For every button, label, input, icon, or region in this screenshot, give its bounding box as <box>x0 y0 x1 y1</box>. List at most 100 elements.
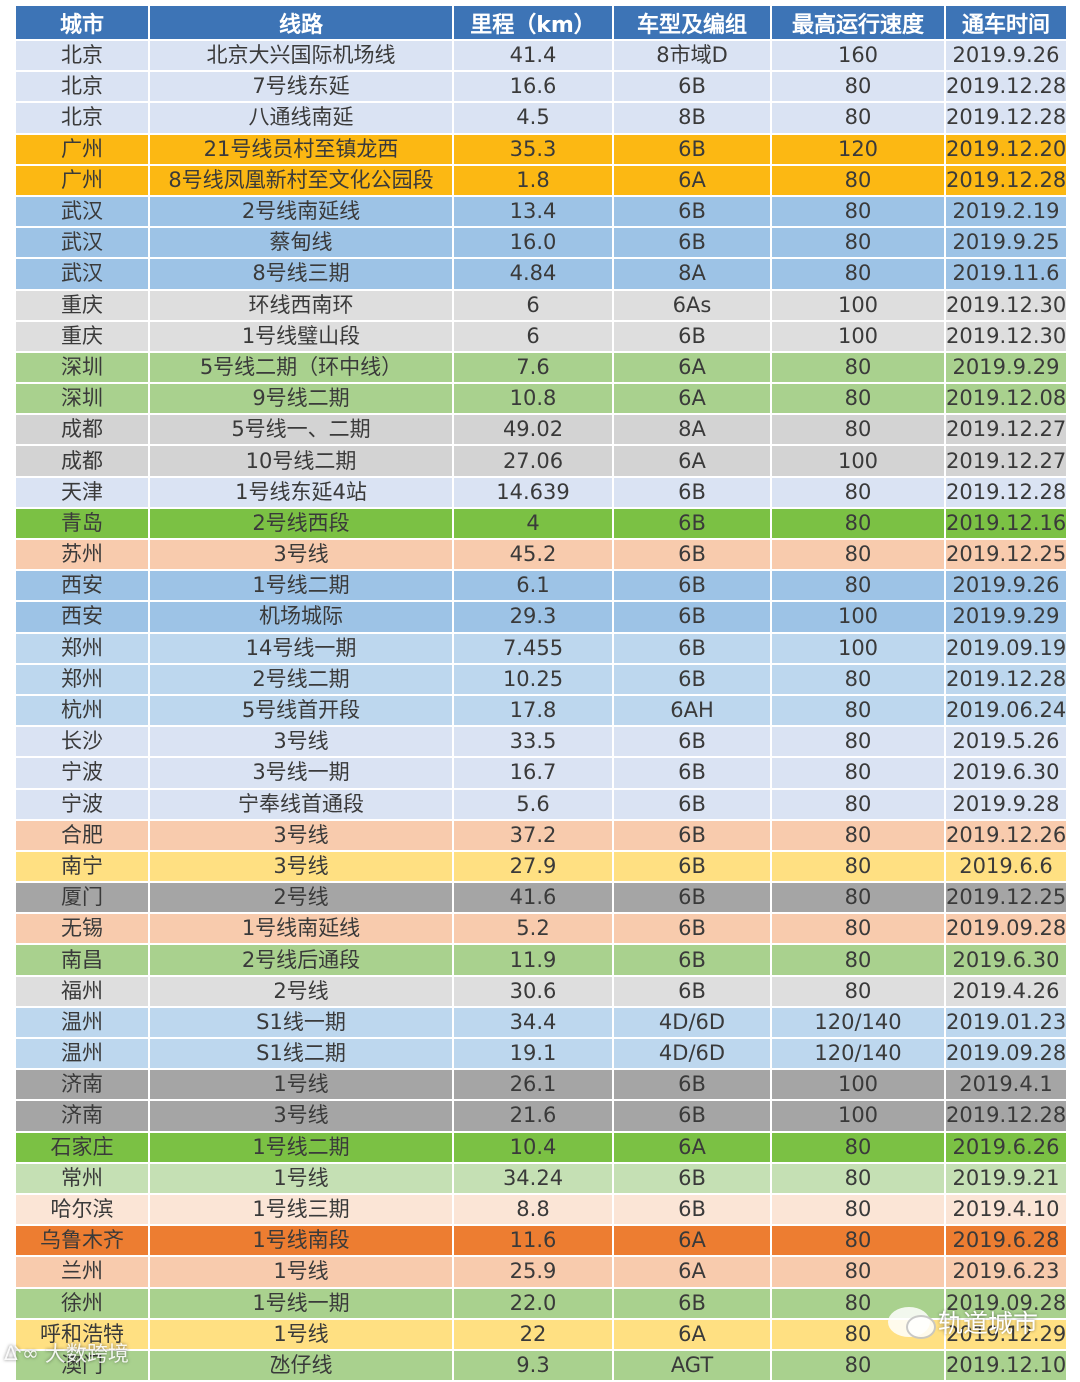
cell-line: 1号线 <box>148 1068 454 1102</box>
cell-city: 成都 <box>14 413 150 447</box>
cell-line: 3号线 <box>148 818 454 852</box>
cell-city: 温州 <box>14 1005 150 1040</box>
cell-line: 7号线东延 <box>148 70 454 104</box>
cell-length: 41.4 <box>452 38 614 73</box>
table-row: 武汉 2号线南延线 13.4 6B 80 2019.2.19 <box>14 194 1068 229</box>
cell-max-speed: 80 <box>770 725 946 759</box>
cell-max-speed: 80 <box>770 163 946 197</box>
cell-city: 重庆 <box>14 319 150 353</box>
cell-open-date: 2019.9.21 <box>944 1161 1068 1195</box>
cell-city: 济南 <box>14 1068 150 1102</box>
table-body: 北京 北京大兴国际机场线 41.4 8市域D 160 2019.9.26 北京 7号线东延 16… <box>14 38 1068 1382</box>
cell-max-speed: 120 <box>770 132 946 166</box>
cell-train-type: 6B <box>612 631 772 665</box>
cell-city: 北京 <box>14 101 150 135</box>
cell-open-date: 2019.9.29 <box>944 600 1068 634</box>
table-row: 厦门 2号线 41.6 6B 80 2019.12.25 <box>14 881 1068 915</box>
cell-length: 9.3 <box>452 1348 614 1382</box>
cell-train-type: 8A <box>612 413 772 447</box>
cell-length: 11.9 <box>452 943 614 977</box>
cell-open-date: 2019.6.28 <box>944 1224 1068 1258</box>
cell-city: 广州 <box>14 163 150 197</box>
cell-line: 8号线三期 <box>148 257 454 291</box>
table-row: 成都 10号线二期 27.06 6A 100 2019.12.27 <box>14 444 1068 478</box>
watermark-source: ᐬ∞ 大数跨境 <box>4 1338 129 1368</box>
cell-open-date: 2019.12.29 <box>944 1317 1068 1351</box>
table-row: 济南 1号线 26.1 6B 100 2019.4.1 <box>14 1068 1068 1102</box>
table-row: 天津 1号线东延4站 14.639 6B 80 2019.12.28 <box>14 475 1068 509</box>
table-row: 兰州 1号线 25.9 6A 80 2019.6.23 <box>14 1255 1068 1289</box>
cell-city: 福州 <box>14 974 150 1008</box>
cell-city: 北京 <box>14 70 150 104</box>
cell-open-date: 2019.12.28 <box>944 70 1068 104</box>
cell-line: 3号线 <box>148 537 454 572</box>
cell-length: 6 <box>452 319 614 353</box>
cell-train-type: 6A <box>612 1317 772 1351</box>
cell-max-speed: 100 <box>770 319 946 353</box>
cell-open-date: 2019.12.30 <box>944 319 1068 353</box>
cell-open-date: 2019.4.1 <box>944 1068 1068 1102</box>
cell-train-type: 6B <box>612 70 772 104</box>
cell-max-speed: 80 <box>770 756 946 790</box>
cell-open-date: 2019.12.28 <box>944 662 1068 696</box>
header-max-speed: 最高运行速度 <box>770 4 946 41</box>
cell-max-speed: 80 <box>770 1192 946 1227</box>
table-row: 宁波 3号线一期 16.7 6B 80 2019.6.30 <box>14 756 1068 790</box>
cell-max-speed: 80 <box>770 257 946 291</box>
cell-length: 22 <box>452 1317 614 1351</box>
table-row: 无锡 1号线南延线 5.2 6B 80 2019.09.28 <box>14 912 1068 946</box>
cell-line: 1号线 <box>148 1255 454 1289</box>
header-length: 里程（km） <box>452 4 614 41</box>
cell-city: 西安 <box>14 569 150 603</box>
cell-line: S1线二期 <box>148 1036 454 1071</box>
cell-open-date: 2019.2.19 <box>944 194 1068 229</box>
cell-line: 1号线一期 <box>148 1286 454 1320</box>
cell-length: 17.8 <box>452 693 614 728</box>
metro-openings-table: 城市 线路 里程（km） 车型及编组 最高运行速度 通车时间 北京 北京大兴国际机场线 41.… <box>14 4 1068 1382</box>
cell-train-type: 8市域D <box>612 38 772 73</box>
cell-max-speed: 80 <box>770 1348 946 1382</box>
cell-line: 1号线 <box>148 1161 454 1195</box>
cell-city: 济南 <box>14 1099 150 1133</box>
cell-open-date: 2019.09.19 <box>944 631 1068 665</box>
cell-length: 11.6 <box>452 1224 614 1258</box>
cell-open-date: 2019.12.20 <box>944 132 1068 166</box>
cell-city: 长沙 <box>14 725 150 759</box>
table-row: 宁波 宁奉线首通段 5.6 6B 80 2019.9.28 <box>14 787 1068 821</box>
cell-city: 哈尔滨 <box>14 1192 150 1227</box>
cell-length: 5.6 <box>452 787 614 821</box>
cell-city: 天津 <box>14 475 150 509</box>
cell-length: 30.6 <box>452 974 614 1008</box>
cell-city: 成都 <box>14 444 150 478</box>
cell-length: 7.455 <box>452 631 614 665</box>
cell-length: 29.3 <box>452 600 614 634</box>
cell-line: 9号线二期 <box>148 382 454 416</box>
table-row: 深圳 9号线二期 10.8 6A 80 2019.12.08 <box>14 382 1068 416</box>
cell-length: 6 <box>452 288 614 322</box>
cell-train-type: 6B <box>612 319 772 353</box>
cell-open-date: 2019.9.26 <box>944 569 1068 603</box>
table-row: 合肥 3号线 37.2 6B 80 2019.12.26 <box>14 818 1068 852</box>
cell-open-date: 2019.4.26 <box>944 974 1068 1008</box>
cell-length: 21.6 <box>452 1099 614 1133</box>
table-row: 北京 八通线南延 4.5 8B 80 2019.12.28 <box>14 101 1068 135</box>
cell-train-type: 4D/6D <box>612 1005 772 1040</box>
cell-max-speed: 80 <box>770 382 946 416</box>
cell-city: 合肥 <box>14 818 150 852</box>
cell-city: 南宁 <box>14 849 150 884</box>
table-row: 武汉 8号线三期 4.84 8A 80 2019.11.6 <box>14 257 1068 291</box>
cell-max-speed: 80 <box>770 569 946 603</box>
cell-train-type: 6B <box>612 881 772 915</box>
cell-line: 北京大兴国际机场线 <box>148 38 454 73</box>
cell-length: 26.1 <box>452 1068 614 1102</box>
cell-line: 2号线后通段 <box>148 943 454 977</box>
cell-train-type: 6B <box>612 569 772 603</box>
loop-logo-icon: ᐬ∞ <box>4 1341 39 1365</box>
cell-max-speed: 120/140 <box>770 1005 946 1040</box>
cell-train-type: 6B <box>612 506 772 541</box>
cell-city: 宁波 <box>14 787 150 821</box>
cell-length: 33.5 <box>452 725 614 759</box>
cell-max-speed: 80 <box>770 693 946 728</box>
cell-max-speed: 80 <box>770 475 946 509</box>
cell-open-date: 2019.6.30 <box>944 943 1068 977</box>
